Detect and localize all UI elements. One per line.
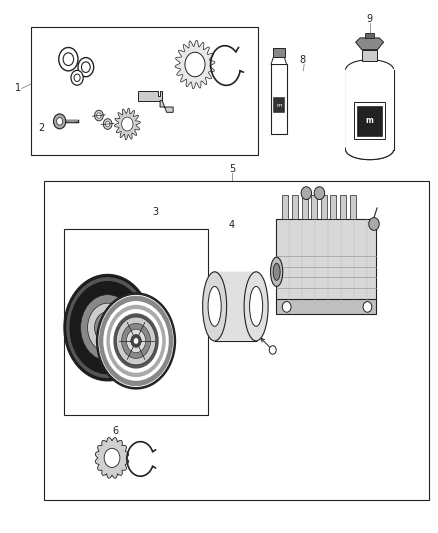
Polygon shape [138, 91, 162, 101]
Ellipse shape [271, 257, 283, 286]
Circle shape [74, 287, 141, 368]
Text: 6: 6 [113, 426, 119, 436]
Polygon shape [356, 38, 384, 50]
Text: 7: 7 [277, 55, 283, 64]
Polygon shape [346, 69, 394, 71]
Circle shape [131, 335, 141, 348]
Bar [273, 48, 285, 56]
Bar [44, 181, 428, 500]
Polygon shape [175, 40, 215, 89]
Circle shape [363, 302, 372, 312]
Bar [365, 33, 374, 38]
Circle shape [97, 113, 101, 118]
Circle shape [113, 313, 159, 368]
Bar [357, 106, 382, 136]
Circle shape [53, 114, 66, 129]
Circle shape [95, 110, 103, 121]
Text: m: m [366, 116, 374, 125]
Circle shape [78, 58, 94, 77]
Bar [311, 195, 317, 219]
Circle shape [69, 281, 146, 374]
Text: m: m [276, 103, 282, 108]
Circle shape [369, 217, 379, 230]
Circle shape [72, 284, 144, 371]
Circle shape [99, 296, 173, 386]
Text: 4: 4 [229, 220, 235, 230]
Circle shape [101, 320, 114, 336]
Ellipse shape [203, 272, 226, 341]
Bar [292, 195, 298, 219]
Ellipse shape [250, 286, 263, 326]
Circle shape [127, 329, 146, 353]
Circle shape [95, 312, 121, 344]
Circle shape [77, 290, 138, 365]
Bar [354, 102, 385, 139]
Circle shape [314, 187, 325, 199]
Bar [271, 64, 287, 134]
Polygon shape [215, 272, 256, 341]
Ellipse shape [244, 272, 268, 341]
Ellipse shape [208, 286, 221, 326]
Circle shape [72, 284, 144, 371]
Bar [31, 27, 258, 155]
Bar [273, 98, 285, 112]
Bar [276, 219, 376, 301]
Bar [276, 300, 376, 314]
Circle shape [301, 187, 311, 199]
Circle shape [103, 119, 112, 130]
Bar [340, 195, 346, 219]
Polygon shape [114, 108, 140, 140]
Circle shape [81, 62, 90, 72]
Circle shape [66, 277, 149, 378]
Bar [330, 195, 336, 219]
Circle shape [77, 290, 138, 365]
Circle shape [134, 338, 139, 344]
Bar [362, 50, 378, 61]
Circle shape [74, 74, 80, 82]
Bar [283, 195, 288, 219]
Text: 1: 1 [15, 83, 21, 93]
Circle shape [185, 52, 205, 77]
Text: 2: 2 [38, 123, 44, 133]
Circle shape [122, 324, 150, 359]
Circle shape [106, 122, 110, 127]
Circle shape [69, 281, 146, 374]
Circle shape [97, 293, 175, 389]
Ellipse shape [273, 263, 280, 280]
Bar [321, 195, 327, 219]
Text: 9: 9 [367, 14, 373, 24]
Circle shape [110, 309, 162, 373]
Bar [64, 229, 208, 415]
Circle shape [81, 295, 135, 361]
Polygon shape [271, 56, 287, 64]
Bar [350, 195, 356, 219]
Ellipse shape [346, 140, 394, 160]
Circle shape [103, 301, 169, 381]
Ellipse shape [64, 274, 151, 381]
Circle shape [74, 287, 141, 368]
Circle shape [105, 324, 111, 332]
Polygon shape [160, 101, 173, 112]
Circle shape [117, 317, 155, 365]
Circle shape [63, 53, 74, 66]
Polygon shape [346, 70, 394, 150]
Circle shape [104, 448, 120, 467]
Polygon shape [95, 438, 129, 478]
Circle shape [59, 47, 78, 71]
Circle shape [269, 346, 276, 354]
Circle shape [80, 294, 136, 362]
Text: 8: 8 [300, 55, 306, 64]
Circle shape [88, 303, 128, 352]
Circle shape [71, 70, 83, 85]
Circle shape [283, 302, 291, 312]
Text: 5: 5 [229, 164, 235, 174]
Bar [301, 195, 307, 219]
Circle shape [106, 305, 166, 377]
Text: 3: 3 [152, 207, 159, 217]
Circle shape [57, 118, 63, 125]
Circle shape [122, 117, 133, 131]
